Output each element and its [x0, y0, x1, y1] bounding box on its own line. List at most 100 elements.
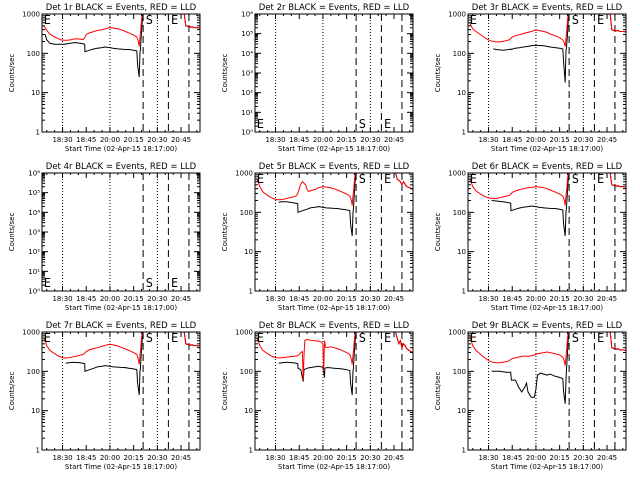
x-tick-label: 20:45 [597, 454, 617, 462]
x-tick-label: 18:30 [265, 295, 285, 303]
y-tick-label: 10³ [28, 229, 40, 237]
event-marker-S: S [146, 331, 153, 345]
event-marker-E: E [257, 172, 264, 186]
event-marker-S: S [572, 172, 579, 186]
x-tick-label: 20:15 [550, 136, 570, 144]
event-marker-S: S [146, 13, 153, 27]
x-tick-label: 20:45 [384, 295, 404, 303]
x-tick-label: 18:45 [289, 295, 309, 303]
y-axis-label: Counts/sec [434, 213, 442, 252]
y-tick-label: 1 [462, 447, 466, 455]
panel-title: Det 2r BLACK = Events, RED = LLD [259, 3, 410, 13]
plot-frame [41, 331, 201, 451]
panel-title: Det 9r BLACK = Events, RED = LLD [472, 321, 623, 331]
panel-det-4: Det 4r BLACK = Events, RED = LLD 10⁰ 10¹ 10… [8, 162, 201, 312]
x-tick-label: 20:30 [147, 295, 167, 303]
event-marker-E: E [470, 172, 477, 186]
panel-title: Det 1r BLACK = Events, RED = LLD [46, 3, 197, 13]
lld-series-line [469, 173, 626, 206]
panel-det-3: Det 3r BLACK = Events, RED = LLD 1 10 100 10… [434, 3, 627, 153]
event-marker-S: S [146, 276, 153, 290]
y-tick-label: 100 [240, 209, 253, 217]
x-tick-label: 20:45 [171, 454, 191, 462]
event-marker-E: E [597, 172, 604, 186]
y-tick-label: 100 [453, 209, 466, 217]
x-tick-label: 20:30 [147, 136, 167, 144]
y-tick-label: 1000 [448, 170, 466, 178]
y-tick-label: 100 [453, 368, 466, 376]
lld-series-line [43, 332, 200, 365]
event-marker-E: E [384, 331, 391, 345]
event-marker-E: E [597, 13, 604, 27]
y-axis-label: Counts/sec [8, 213, 16, 252]
series-group [43, 332, 200, 396]
x-tick-label: 20:15 [124, 454, 144, 462]
panel-title: Det 5r BLACK = Events, RED = LLD [259, 162, 410, 172]
x-tick-label: 20:15 [124, 136, 144, 144]
lld-series-line [256, 332, 413, 381]
y-tick-label: 1000 [22, 11, 40, 19]
x-tick-label: 18:45 [502, 136, 522, 144]
y-tick-label: 10⁴ [241, 50, 253, 58]
event-marker-E: E [470, 13, 477, 27]
plot-frame [467, 172, 627, 292]
event-marker-E: E [384, 172, 391, 186]
panel-det-6: Det 6r BLACK = Events, RED = LLD 1 10 100 10… [434, 162, 627, 312]
series-group [469, 14, 626, 83]
series-group [469, 173, 626, 237]
x-axis-label: Start Time (02-Apr-15 18:17:00) [278, 304, 390, 312]
series-group [469, 332, 626, 404]
lld-series-line [469, 14, 626, 47]
y-tick-label: 100 [27, 368, 40, 376]
y-tick-label: 1000 [235, 329, 253, 337]
x-axis-label: Start Time (02-Apr-15 18:17:00) [65, 304, 177, 312]
y-tick-label: 10² [28, 248, 40, 256]
x-tick-label: 20:30 [147, 454, 167, 462]
y-tick-label: 1 [462, 288, 466, 296]
x-tick-label: 20:00 [526, 295, 546, 303]
y-tick-label: 1000 [448, 329, 466, 337]
y-tick-label: 1 [36, 129, 40, 137]
series-group [256, 173, 413, 237]
x-axis-label: Start Time (02-Apr-15 18:17:00) [278, 145, 390, 153]
y-tick-label: 10⁵ [241, 30, 253, 38]
y-tick-label: 10 [31, 407, 40, 415]
event-marker-S: S [359, 172, 366, 186]
x-tick-label: 18:45 [76, 136, 96, 144]
x-tick-label: 18:45 [76, 295, 96, 303]
y-tick-label: 10² [241, 89, 253, 97]
x-tick-label: 18:30 [265, 136, 285, 144]
x-tick-label: 18:45 [76, 454, 96, 462]
x-tick-label: 20:15 [124, 295, 144, 303]
x-tick-label: 20:30 [360, 136, 380, 144]
y-tick-label: 10⁰ [241, 129, 253, 137]
x-tick-label: 18:45 [502, 454, 522, 462]
event-marker-E: E [171, 276, 178, 290]
y-tick-label: 1 [36, 447, 40, 455]
event-marker-S: S [572, 13, 579, 27]
y-tick-label: 10⁶ [28, 170, 40, 178]
plot-frame [467, 331, 627, 451]
panel-title: Det 6r BLACK = Events, RED = LLD [472, 162, 623, 172]
x-tick-label: 20:30 [573, 295, 593, 303]
x-tick-label: 20:30 [360, 295, 380, 303]
y-tick-label: 100 [27, 50, 40, 58]
y-tick-label: 10 [457, 407, 466, 415]
y-tick-label: 10³ [241, 70, 253, 78]
x-tick-label: 20:45 [597, 295, 617, 303]
x-tick-label: 20:45 [384, 136, 404, 144]
event-marker-S: S [572, 331, 579, 345]
x-tick-label: 18:45 [289, 136, 309, 144]
event-marker-E: E [171, 331, 178, 345]
panel-title: Det 3r BLACK = Events, RED = LLD [472, 3, 623, 13]
y-tick-label: 1000 [448, 11, 466, 19]
event-marker-S: S [359, 331, 366, 345]
x-tick-label: 20:30 [573, 454, 593, 462]
y-tick-label: 10¹ [241, 109, 253, 117]
panel-title: Det 4r BLACK = Events, RED = LLD [46, 162, 197, 172]
panel-det-8: Det 8r BLACK = Events, RED = LLD 1 10 100 10… [221, 321, 414, 471]
x-tick-label: 20:00 [313, 454, 333, 462]
y-tick-label: 1000 [235, 170, 253, 178]
panel-det-2: Det 2r BLACK = Events, RED = LLD 10⁰ 10¹ 10… [221, 3, 414, 153]
